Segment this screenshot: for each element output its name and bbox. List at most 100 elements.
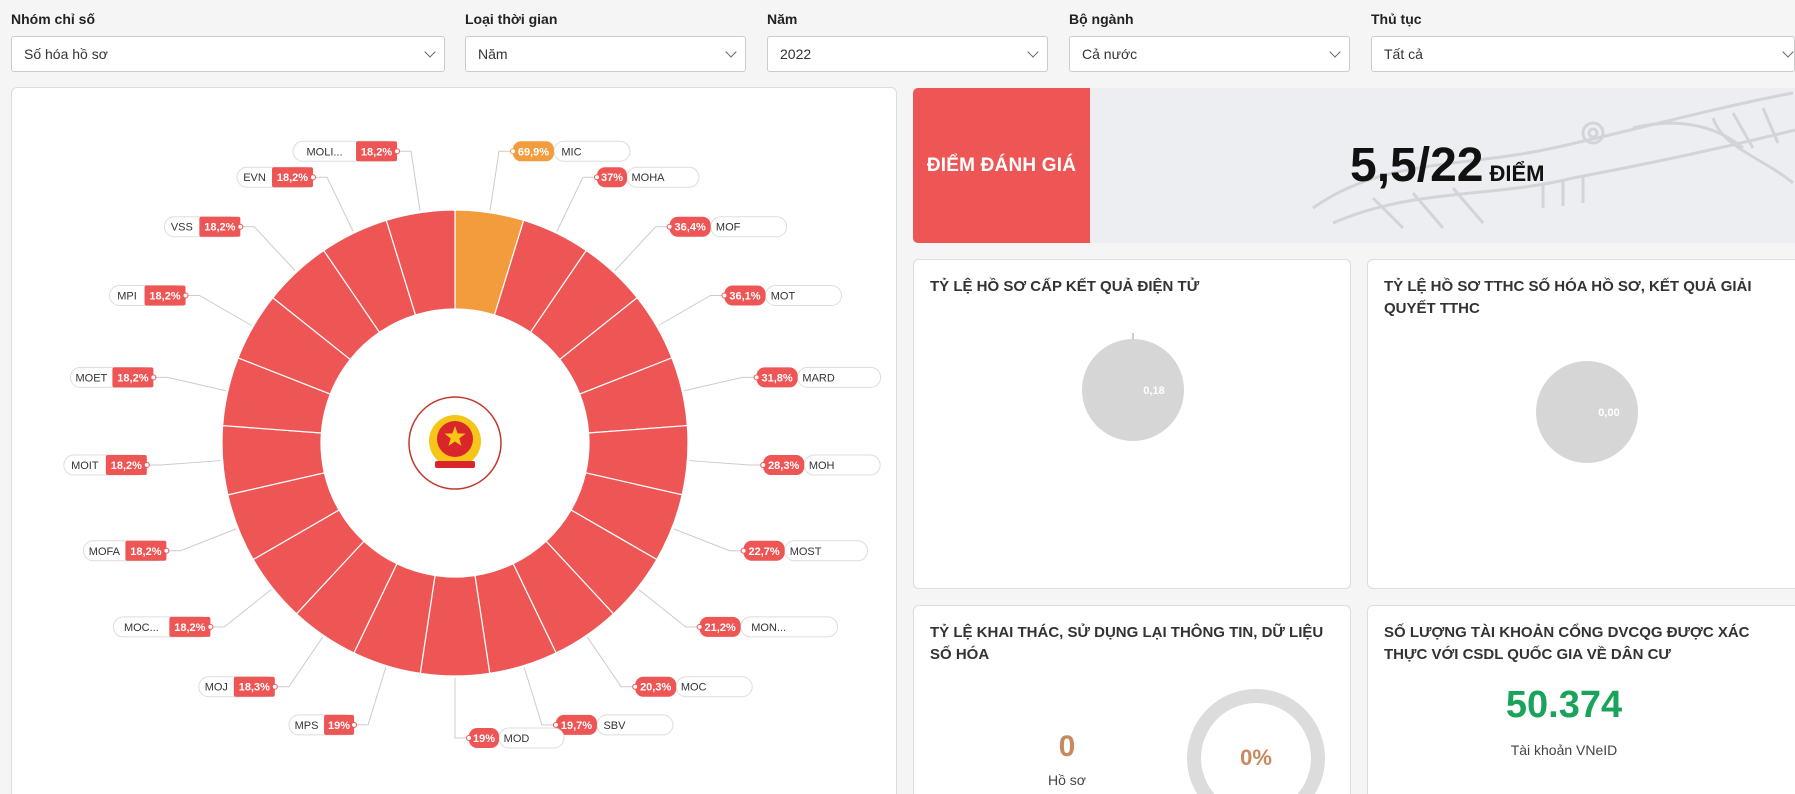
label-mon: 21,2% MON...: [696, 616, 839, 638]
reuse-count-label: Hồ sơ: [1048, 772, 1086, 788]
label-moh: 28,3% MOH: [760, 454, 881, 476]
chevron-down-icon: [725, 46, 737, 58]
score-panel: ĐIỂM ĐÁNH GIÁ 5,5/22 ĐIỂM: [913, 88, 1795, 243]
leader-line: [146, 460, 221, 466]
label-value-bg: [724, 285, 766, 306]
leader-line: [313, 176, 354, 232]
reuse-count: 0: [1058, 730, 1076, 763]
year-select[interactable]: 2022: [767, 36, 1048, 72]
leader-line: [240, 226, 296, 272]
score-value-group: 5,5/22 ĐIỂM: [1350, 138, 1544, 193]
label-dot: [466, 735, 472, 741]
label-value: 18,2%: [111, 460, 142, 472]
leader-line: [185, 295, 252, 326]
leader-line: [673, 528, 744, 552]
filter-group-time-type: Loại thời gian Năm: [465, 10, 746, 72]
label-mofa: 18,2% MOFA: [82, 540, 170, 562]
card-data-reuse: TỶ LỆ KHAI THÁC, SỬ DỤNG LẠI THÔNG TIN, …: [913, 605, 1351, 794]
procedure-select[interactable]: Tất cả: [1371, 36, 1795, 72]
label-value-bg: [199, 216, 241, 237]
label-dot: [237, 223, 244, 230]
label-name: MPI: [117, 291, 137, 303]
leader-line: [397, 150, 421, 211]
card-title: TỶ LỆ KHAI THÁC, SỬ DỤNG LẠI THÔNG TIN, …: [930, 624, 1324, 663]
leader-line: [153, 376, 227, 392]
label-dot: [310, 174, 317, 181]
label-value-bg: [125, 540, 167, 561]
label-value: 19%: [328, 720, 350, 732]
filter-label: Thủ tục: [1371, 11, 1422, 27]
leader-line: [658, 295, 725, 326]
chevron-down-icon: [1329, 46, 1341, 58]
label-value-bg: [112, 367, 154, 388]
label-value-bg: [596, 167, 627, 188]
label-value: 69,9%: [518, 146, 549, 158]
pie-slice: [1536, 361, 1638, 463]
label-value-bg: [144, 285, 186, 306]
select-value: 2022: [780, 46, 812, 62]
card-digitized-records: TỶ LỆ HỒ SƠ TTHC SỐ HÓA HỒ SƠ, KẾT QUẢ G…: [1367, 259, 1795, 589]
label-dot: [509, 148, 516, 155]
leader-line: [523, 667, 556, 726]
gauge-ring: [1187, 689, 1325, 794]
label-name: MOFA: [89, 546, 121, 558]
label-value-bg: [756, 367, 798, 388]
label-mpi: 18,2% MPI: [109, 285, 189, 306]
crane-watermark-icon: [1312, 91, 1795, 230]
label-name: MARD: [802, 372, 834, 384]
label-mps: 19% MPS: [288, 714, 358, 736]
label-moj: 18,3% MOJ: [198, 676, 278, 698]
label-dot: [696, 623, 703, 630]
leader-line: [556, 176, 597, 232]
label-value-bg: [743, 540, 785, 561]
label-value: 19,7%: [561, 720, 592, 732]
label-value-bg: [699, 616, 741, 637]
donut-slice-moli[interactable]: [385, 209, 456, 316]
donut-leader-lines: [146, 150, 764, 739]
ministry-donut-chart: 69,9% MIC 37% MOHA 36,4% MOF 36,1% MOT 31,8% MARD…: [63, 140, 882, 749]
label-dot: [143, 462, 150, 469]
label-value: 18,2%: [361, 146, 392, 158]
label-dot: [593, 174, 600, 181]
filter-label: Nhóm chỉ số: [11, 11, 96, 27]
index-group-select[interactable]: Số hóa hồ sơ: [11, 36, 445, 72]
select-value: Số hóa hồ sơ: [24, 46, 108, 62]
label-value: 18,2%: [277, 172, 308, 184]
label-name: MOJ: [205, 682, 228, 694]
label-dot: [740, 547, 747, 554]
label-value-bg: [555, 714, 597, 735]
card-title: SỐ LƯỢNG TÀI KHOẢN CỔNG DVCQG ĐƯỢC XÁC T…: [1384, 624, 1750, 663]
national-emblem-icon: [408, 396, 502, 490]
card-electronic-result: TỶ LỆ HỒ SƠ CẤP KẾT QUẢ ĐIỆN TỬ 0,18: [913, 259, 1351, 589]
donut-labels: 69,9% MIC 37% MOHA 36,4% MOF 36,1% MOT 31,8% MARD…: [63, 140, 882, 749]
label-moha: 37% MOHA: [593, 166, 700, 188]
emblem-ribbon: [435, 461, 475, 468]
label-name: MOHA: [631, 172, 665, 184]
label-name: MOC...: [124, 622, 159, 634]
label-value: 28,3%: [768, 460, 799, 472]
chevron-down-icon: [424, 46, 436, 58]
time-type-select[interactable]: Năm: [465, 36, 746, 72]
label-name: MIC: [561, 146, 581, 158]
ministry-select[interactable]: Cả nước: [1069, 36, 1350, 72]
label-dot: [632, 683, 639, 690]
label-dot: [666, 223, 673, 230]
pie-value-label: 0,00: [1598, 407, 1619, 419]
label-value: 31,8%: [762, 372, 793, 384]
label-moli: 18,2% MOLI...: [292, 140, 401, 162]
label-dot: [150, 374, 157, 381]
label-moit: 18,2% MOIT: [63, 454, 150, 476]
label-dot: [394, 148, 401, 155]
filter-group-procedure: Thủ tục Tất cả: [1371, 10, 1795, 72]
leader-line: [689, 460, 764, 466]
label-mot: 36,1% MOT: [721, 285, 842, 306]
label-name: MOST: [790, 546, 822, 558]
label-value: 22,7%: [749, 546, 780, 558]
label-dot: [182, 292, 189, 299]
filter-label: Năm: [767, 11, 798, 27]
label-moc: 20,3% MOC: [632, 676, 753, 698]
label-value: 18,2%: [174, 622, 205, 634]
chevron-down-icon: [1782, 46, 1794, 58]
leader-line: [454, 678, 469, 739]
leader-line: [614, 226, 670, 272]
